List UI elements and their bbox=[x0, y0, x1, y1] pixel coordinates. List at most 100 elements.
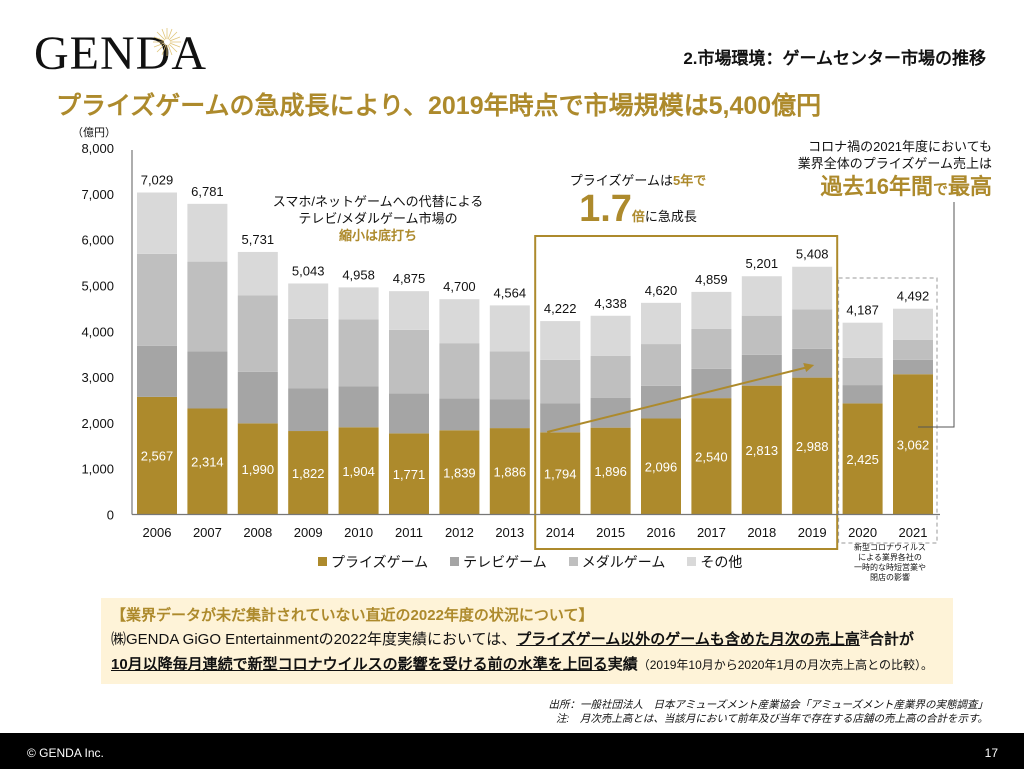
bar-segment-tv bbox=[691, 368, 732, 399]
info-line3-paren: （2019年10月から2020年1月の月次売上高との比較）。 bbox=[637, 658, 934, 672]
annotation-decline-line2: テレビ/メダルゲーム市場の bbox=[298, 211, 458, 226]
info-line2-a: ㈱GENDA GiGO Entertainmentの2022年度実績においては、 bbox=[111, 631, 517, 648]
annotation-record-big-small: で bbox=[932, 181, 948, 198]
prize-value-label: 1,904 bbox=[342, 464, 375, 479]
source-line1: 出所：一般社団法人 日本アミューズメント産業協会「アミューズメント産業界の実態調… bbox=[548, 699, 988, 711]
bar-segment-tv bbox=[792, 348, 833, 378]
covid-note-line2: による業界各社の bbox=[858, 553, 922, 562]
total-value-label: 4,958 bbox=[342, 267, 375, 282]
y-tick-label: 1,000 bbox=[81, 462, 114, 477]
bar-segment-medal bbox=[893, 339, 933, 360]
x-tick-label: 2015 bbox=[596, 525, 625, 540]
prize-value-label: 2,567 bbox=[141, 449, 174, 464]
annotation-decline-line3: 縮小は底打ち bbox=[338, 228, 417, 243]
prize-value-label: 1,886 bbox=[494, 464, 527, 479]
total-value-label: 4,620 bbox=[645, 283, 678, 298]
bar-segment-medal bbox=[338, 319, 379, 387]
stacked-bar-chart: （億円） 0 1,000 2,000 3,000 4,000 5,000 6,000 7,000… bbox=[72, 126, 955, 550]
info-box: 【業界データが未だ集計されていない直近の2022年度の状況について】 ㈱GEND… bbox=[101, 598, 953, 684]
bar-segment-prize bbox=[137, 396, 177, 515]
prize-value-label: 1,839 bbox=[443, 465, 476, 480]
bar-segment-prize bbox=[187, 408, 228, 515]
bar-segment-tv bbox=[641, 385, 681, 419]
annotation-record-line1: コロナ禍の2021年度においても bbox=[808, 139, 992, 154]
total-value-label: 6,781 bbox=[191, 184, 224, 199]
annotation-connector-line bbox=[918, 202, 955, 428]
x-tick-label: 2008 bbox=[243, 525, 272, 540]
trend-arrow-line bbox=[546, 366, 807, 433]
trend-arrow-head-icon bbox=[803, 363, 815, 372]
annotation-decline-line1: スマホ/ネットゲームへの代替による bbox=[272, 194, 484, 209]
bar-segment-tv bbox=[237, 371, 278, 424]
annotation-growth-text: プライズゲームは bbox=[569, 173, 673, 188]
covid-note-line1: 新型コロナウイルス bbox=[854, 543, 926, 552]
bar-segment-tv bbox=[489, 399, 530, 429]
prize-value-label: 1,794 bbox=[544, 466, 577, 481]
y-tick-label: 5,000 bbox=[81, 278, 114, 293]
bar-segment-tv bbox=[741, 354, 782, 386]
bar-segment-prize bbox=[893, 374, 933, 515]
headline: プライズゲームの急成長により、2019年時点で市場規模は5,400億円 bbox=[56, 92, 822, 120]
covid-note-line4: 閉店の影響 bbox=[870, 573, 910, 582]
legend-item-tv: テレビゲーム bbox=[450, 552, 547, 572]
bar-segment-medal bbox=[590, 355, 631, 398]
bar-segment-prize bbox=[590, 427, 631, 515]
covid-note: 新型コロナウイルス による業界各社の 一時的な時短営業や 閉店の影響 bbox=[840, 543, 940, 583]
total-value-label: 4,700 bbox=[443, 279, 476, 294]
bar-segment-medal bbox=[641, 344, 681, 386]
bar-segment-tv bbox=[540, 403, 581, 433]
bar-segment-medal bbox=[237, 295, 278, 372]
x-tick-label: 2007 bbox=[193, 525, 222, 540]
bar-segment-medal bbox=[137, 253, 177, 346]
bar-segment-prize bbox=[691, 398, 732, 515]
legend-label-tv: テレビゲーム bbox=[463, 554, 547, 570]
bar-segment-other bbox=[842, 322, 883, 358]
annotation-growth-multiplier: 1.7 bbox=[579, 188, 632, 230]
source-line2: 注: 月次売上高とは、当該月において前年及び当年で存在する店舗の売上高の合計を示… bbox=[555, 713, 988, 725]
legend-swatch-prize bbox=[318, 557, 327, 566]
y-axis-unit-label: （億円） bbox=[72, 126, 116, 139]
bar-segment-other bbox=[338, 287, 379, 320]
annotation-growth: プライズゲームは5年で 1.7倍に急成長 bbox=[548, 170, 728, 229]
section-title: 2.市場環境：ゲームセンター市場の推移 bbox=[683, 49, 986, 68]
genda-logo: GENDA bbox=[34, 27, 207, 80]
bar-segment-tv bbox=[288, 388, 329, 432]
total-value-label: 5,408 bbox=[796, 247, 829, 262]
x-tick-label: 2014 bbox=[546, 525, 575, 540]
bar-segment-other bbox=[540, 321, 581, 360]
prize-value-label: 1,822 bbox=[292, 466, 325, 481]
bar-segment-other bbox=[137, 192, 177, 254]
bar-segment-prize bbox=[389, 433, 429, 515]
annotation-decline: スマホ/ネットゲームへの代替による テレビ/メダルゲーム市場の 縮小は底打ち bbox=[248, 193, 508, 244]
legend-item-medal: メダルゲーム bbox=[568, 552, 666, 572]
total-value-label: 4,222 bbox=[544, 301, 577, 316]
x-tick-label: 2017 bbox=[697, 525, 726, 540]
annotation-record: コロナ禍の2021年度においても 業界全体のプライズゲーム売上は 過去16年間で… bbox=[798, 138, 992, 205]
legend-swatch-other bbox=[687, 557, 697, 566]
info-line2-footnote-mark: 注 bbox=[859, 630, 869, 640]
page-number: 17 bbox=[984, 746, 998, 760]
x-tick-label: 2010 bbox=[344, 525, 373, 540]
annotation-growth-rest: に急成長 bbox=[644, 209, 697, 224]
total-value-label: 4,859 bbox=[695, 272, 728, 287]
bar-segment-tv bbox=[842, 385, 883, 404]
bar-segment-other bbox=[439, 299, 480, 344]
prize-value-label: 1,771 bbox=[393, 467, 426, 482]
bar-segment-other bbox=[237, 251, 278, 296]
prize-value-label: 2,314 bbox=[191, 454, 224, 469]
legend-label-medal: メダルゲーム bbox=[581, 554, 666, 570]
x-tick-label: 2009 bbox=[294, 525, 323, 540]
bar-segment-other bbox=[489, 305, 530, 352]
bar-segment-other bbox=[741, 276, 782, 316]
prize-value-label: 2,988 bbox=[796, 439, 829, 454]
total-value-label: 4,492 bbox=[897, 289, 930, 304]
bar-segment-tv bbox=[439, 398, 480, 431]
total-value-label: 4,875 bbox=[393, 271, 426, 286]
bar-segment-medal bbox=[288, 318, 329, 389]
bar-segment-other bbox=[288, 283, 329, 319]
copyright: © GENDA Inc. bbox=[27, 746, 104, 760]
bar-segment-tv bbox=[187, 351, 228, 409]
dashed-box-covid bbox=[838, 277, 938, 544]
bar-segment-prize bbox=[439, 430, 480, 515]
y-tick-label: 0 bbox=[107, 508, 114, 523]
